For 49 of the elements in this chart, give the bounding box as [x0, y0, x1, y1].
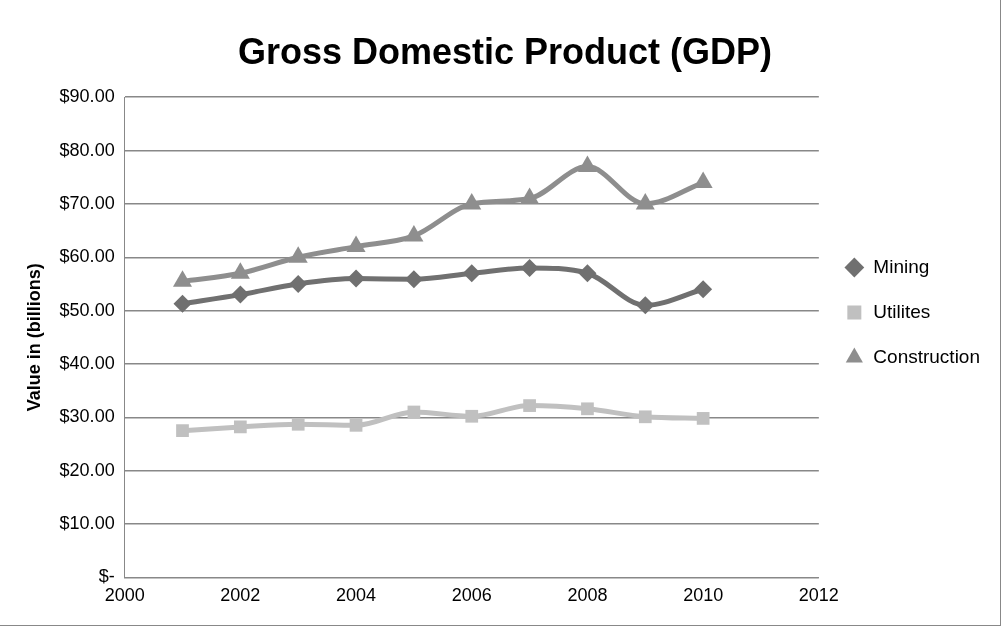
- y-tick-label: $70.00: [59, 192, 115, 213]
- y-tick-label: $50.00: [59, 299, 115, 320]
- y-tick-label: $30.00: [59, 406, 115, 427]
- y-tick-label: $90.00: [59, 86, 115, 107]
- chart-title: Gross Domestic Product (GDP): [237, 30, 773, 72]
- y-tick-label: $10.00: [59, 513, 115, 534]
- x-tick-label: 2010: [683, 585, 724, 606]
- y-tick-label: $-: [98, 566, 115, 587]
- point: [404, 224, 424, 242]
- point: [289, 274, 308, 293]
- x-tick-label: 2004: [336, 585, 377, 606]
- y-tick-label: $20.00: [59, 459, 115, 480]
- point: [172, 270, 193, 287]
- x-tick-label: 2006: [451, 585, 492, 606]
- y-axis-title: Value in (billions): [23, 263, 44, 412]
- point: [581, 402, 594, 416]
- legend-label: Mining: [873, 255, 930, 277]
- point: [291, 417, 305, 431]
- x-tick-label: 2002: [220, 585, 261, 606]
- point: [233, 420, 247, 434]
- legend-label: Construction: [873, 345, 981, 367]
- point: [520, 187, 540, 205]
- point: [638, 410, 652, 424]
- point: [696, 412, 710, 425]
- point: [462, 264, 481, 283]
- point: [520, 258, 539, 277]
- point: [176, 424, 189, 438]
- point: [462, 192, 482, 210]
- x-tick-label: 2000: [104, 585, 145, 606]
- y-tick-label: $60.00: [59, 246, 115, 267]
- point: [635, 192, 655, 210]
- x-tick-label: 2008: [567, 585, 608, 606]
- point: [230, 262, 250, 279]
- point: [346, 235, 366, 253]
- point: [173, 294, 192, 313]
- point: [523, 399, 536, 412]
- y-tick-label: $80.00: [59, 139, 115, 160]
- point: [288, 246, 308, 263]
- point: [636, 296, 655, 315]
- point: [693, 171, 713, 189]
- point: [694, 280, 713, 299]
- y-tick-label: $40.00: [59, 352, 115, 373]
- point: [465, 409, 479, 423]
- point: [578, 264, 597, 283]
- x-tick-label: 2012: [798, 585, 839, 606]
- point: [577, 155, 597, 173]
- legend-label: Utilites: [873, 300, 931, 322]
- point: [349, 418, 363, 432]
- point: [231, 285, 250, 304]
